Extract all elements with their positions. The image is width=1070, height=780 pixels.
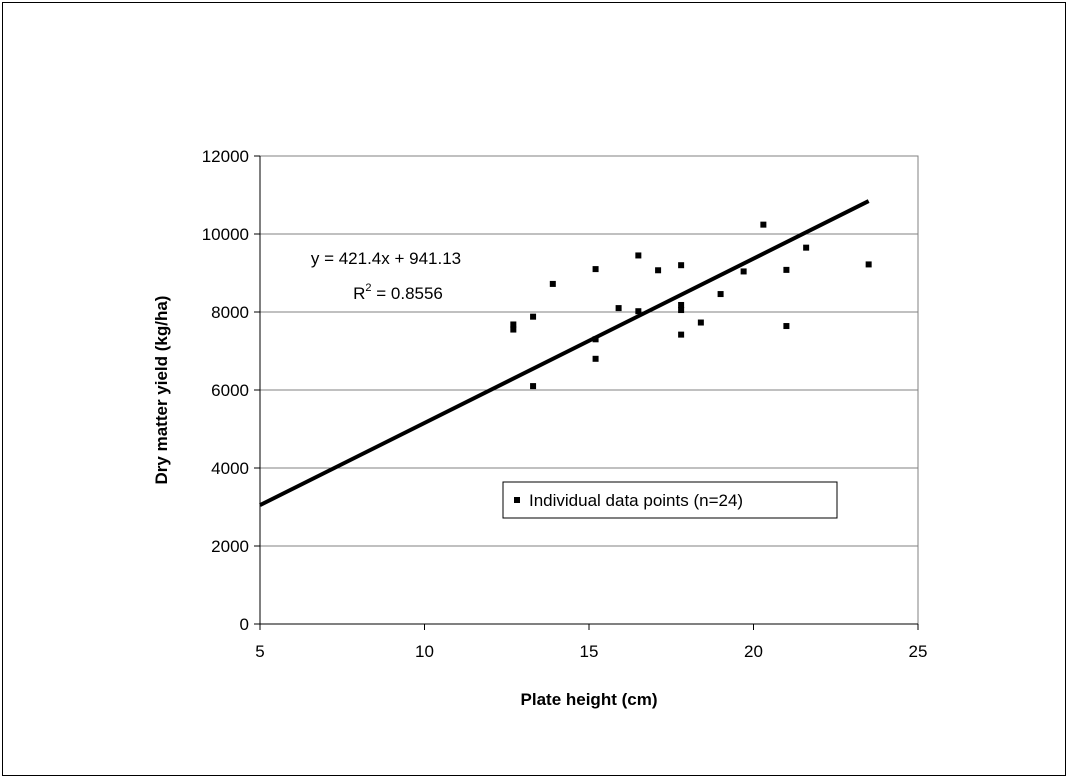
r2-value: = 0.8556 <box>372 284 443 303</box>
data-point <box>549 280 556 287</box>
data-point <box>530 383 537 390</box>
r2-prefix: R <box>353 284 365 303</box>
data-point <box>592 355 599 362</box>
data-point <box>635 308 642 315</box>
data-point <box>678 301 685 308</box>
data-point <box>717 291 724 298</box>
x-axis-title: Plate height (cm) <box>521 690 658 709</box>
y-tick-label-6000: 6000 <box>211 381 249 400</box>
data-point <box>740 268 747 275</box>
data-point <box>510 326 517 333</box>
data-point <box>678 331 685 338</box>
x-tick-label-25: 25 <box>909 642 928 661</box>
legend-box <box>502 481 838 519</box>
x-tick-label-10: 10 <box>415 642 434 661</box>
x-tick-label-5: 5 <box>255 642 264 661</box>
legend: Individual data points (n=24) <box>502 481 838 519</box>
y-tick-label-2000: 2000 <box>211 537 249 556</box>
data-point <box>592 266 599 273</box>
trendline-equation: y = 421.4x + 941.13 <box>311 249 461 268</box>
trendline-r-squared: R2 = 0.8556 <box>353 282 443 303</box>
data-point <box>655 267 662 274</box>
data-point <box>615 305 622 312</box>
data-point <box>760 221 767 228</box>
data-point <box>510 321 517 328</box>
x-tick-labels: 5 10 15 20 25 <box>255 624 927 661</box>
y-tick-label-8000: 8000 <box>211 303 249 322</box>
data-point <box>865 261 872 268</box>
data-point <box>635 252 642 259</box>
data-point <box>678 262 685 269</box>
y-tick-label-4000: 4000 <box>211 459 249 478</box>
data-point <box>803 244 810 251</box>
data-point <box>678 307 685 314</box>
data-point <box>783 323 790 330</box>
y-tick-label-0: 0 <box>240 615 249 634</box>
y-axis-title: Dry matter yield (kg/ha) <box>152 296 171 485</box>
r2-superscript: 2 <box>365 282 371 294</box>
data-point <box>697 319 704 326</box>
y-tick-label-12000: 12000 <box>202 147 249 166</box>
x-tick-label-20: 20 <box>744 642 763 661</box>
trendline <box>259 199 870 507</box>
legend-marker <box>514 497 520 503</box>
data-point <box>530 313 537 320</box>
data-point <box>783 266 790 273</box>
y-tick-label-10000: 10000 <box>202 225 249 244</box>
data-points <box>510 221 872 390</box>
legend-label: Individual data points (n=24) <box>529 491 743 510</box>
x-tick-label-15: 15 <box>580 642 599 661</box>
y-tick-labels: 0 2000 4000 6000 8000 10000 12000 <box>202 147 260 634</box>
